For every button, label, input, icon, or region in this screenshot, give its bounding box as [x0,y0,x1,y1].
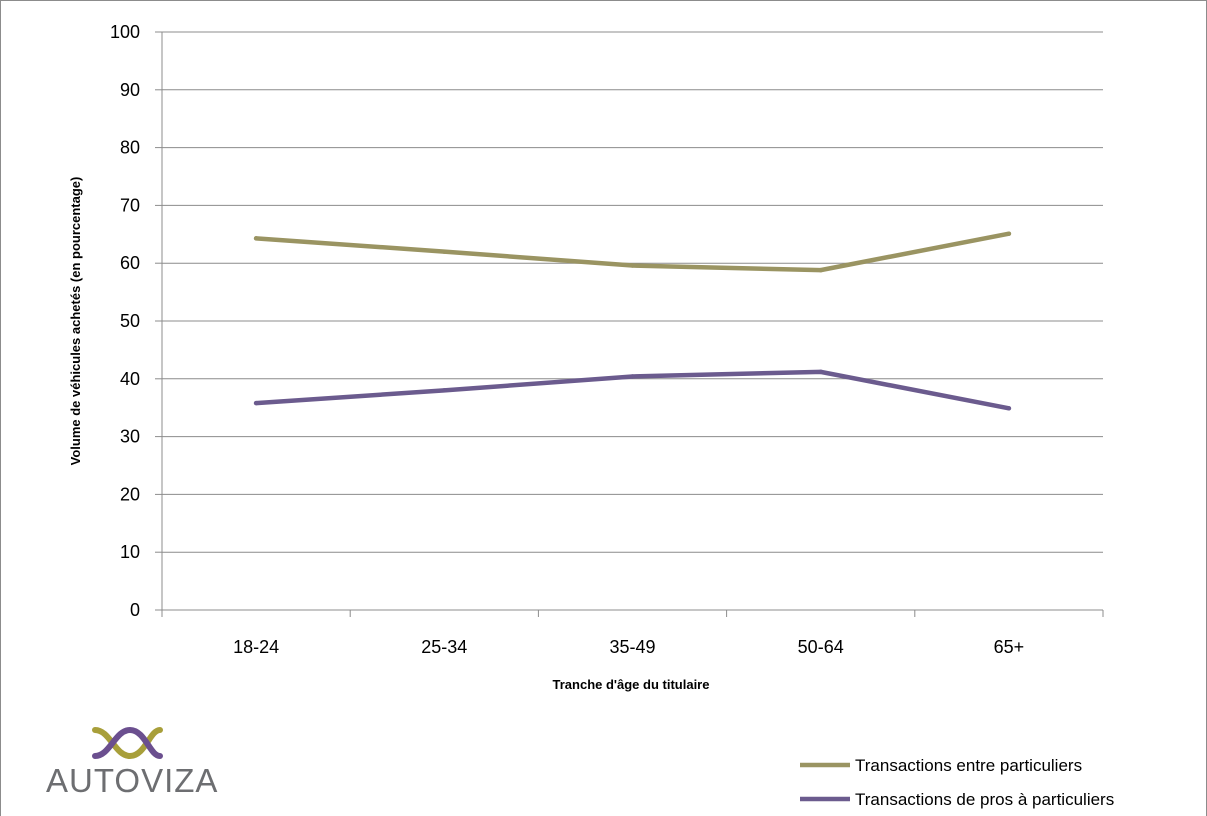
data-point [1006,406,1012,411]
x-tick-label: 18-24 [233,637,279,657]
y-tick-label: 100 [110,22,140,42]
dna-helix-icon [92,726,163,760]
legend-label: Transactions de pros à particuliers [855,790,1114,809]
gridlines [155,31,1104,617]
x-tick-label: 65+ [994,637,1025,657]
x-tick-label: 25-34 [421,637,467,657]
x-tick-label: 50-64 [798,637,844,657]
data-point [1006,231,1012,236]
y-tick-label: 50 [120,311,140,331]
y-axis-title: Volume de véhicules achetés (en pourcent… [68,177,83,466]
y-tick-labels: 0 10 20 30 40 50 60 70 80 90 100 [110,22,140,620]
data-point [253,236,259,241]
y-tick-label: 20 [120,484,140,504]
autoviza-logo: AUTOVIZA [46,726,218,799]
y-tick-label: 0 [130,600,140,620]
data-point [818,369,823,375]
y-tick-label: 90 [120,80,140,100]
series-lines [253,231,1012,411]
x-tick-label: 35-49 [609,637,655,657]
legend-label: Transactions entre particuliers [855,756,1082,775]
data-point [253,400,259,406]
y-tick-label: 10 [120,542,140,562]
axes [161,32,1103,611]
logo-wordmark: AUTOVIZA [46,762,218,799]
y-tick-label: 80 [120,138,140,158]
legend: Transactions entre particuliers Transacti… [800,756,1114,809]
y-tick-label: 30 [120,427,140,447]
y-tick-label: 70 [120,195,140,215]
y-tick-label: 60 [120,253,140,273]
data-point [818,267,823,273]
x-tick-labels: 18-24 25-34 35-49 50-64 65+ [233,637,1024,657]
y-tick-label: 40 [120,369,140,389]
x-axis-title: Tranche d'âge du titulaire [553,677,710,692]
data-point [630,374,635,379]
data-point [442,388,447,393]
data-point [630,263,635,268]
data-point [442,249,447,254]
